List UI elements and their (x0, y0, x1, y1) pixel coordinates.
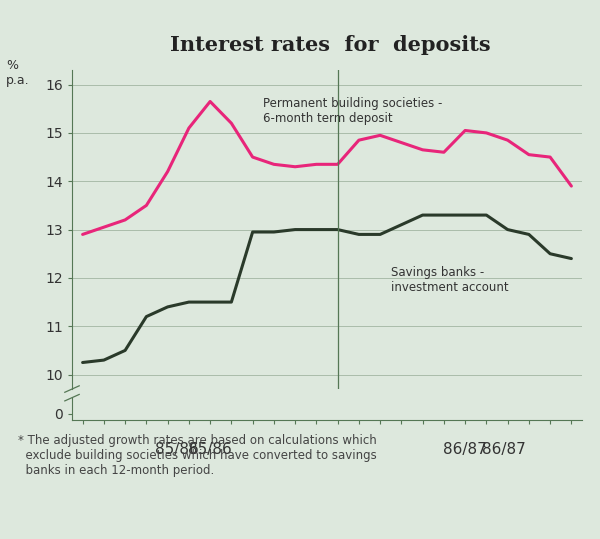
Text: 85/86: 85/86 (155, 442, 199, 457)
Text: Permanent building societies -
6-month term deposit: Permanent building societies - 6-month t… (263, 96, 443, 125)
Text: 85/86: 85/86 (188, 442, 232, 457)
Text: 86/87: 86/87 (443, 442, 487, 457)
Text: %
p.a.: % p.a. (6, 59, 29, 87)
Text: Savings banks -
investment account: Savings banks - investment account (391, 266, 508, 294)
Text: Interest rates  for  deposits: Interest rates for deposits (170, 35, 490, 55)
Text: 86/87: 86/87 (482, 442, 526, 457)
Text: * The adjusted growth rates are based on calculations which
  exclude building s: * The adjusted growth rates are based on… (18, 434, 377, 477)
